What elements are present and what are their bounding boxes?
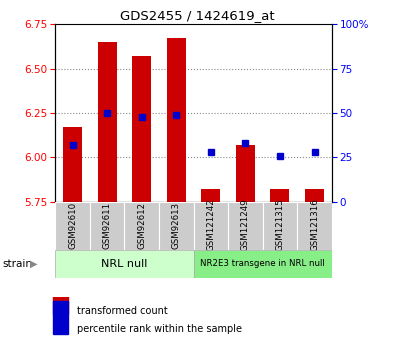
- Bar: [55, 250, 194, 278]
- Text: GSM121249: GSM121249: [241, 199, 250, 251]
- Text: GSM92610: GSM92610: [68, 201, 77, 248]
- Text: transformed count: transformed count: [77, 306, 167, 316]
- Text: GSM121315: GSM121315: [275, 199, 284, 252]
- Bar: [228, 202, 263, 250]
- Bar: [124, 202, 159, 250]
- Bar: [194, 202, 228, 250]
- Text: ▶: ▶: [30, 259, 37, 269]
- Bar: [305, 189, 324, 202]
- Bar: [271, 189, 290, 202]
- Bar: [132, 56, 151, 202]
- Text: percentile rank within the sample: percentile rank within the sample: [77, 324, 242, 334]
- Bar: [167, 38, 186, 202]
- Bar: [263, 202, 297, 250]
- Text: GSM121242: GSM121242: [206, 199, 215, 252]
- Text: NRL null: NRL null: [101, 259, 148, 269]
- Text: GSM121316: GSM121316: [310, 199, 319, 252]
- Bar: [53, 281, 68, 314]
- Bar: [201, 189, 220, 202]
- Bar: [159, 202, 194, 250]
- Text: GDS2455 / 1424619_at: GDS2455 / 1424619_at: [120, 9, 275, 22]
- Bar: [53, 301, 68, 334]
- Bar: [236, 145, 255, 202]
- Text: strain: strain: [2, 259, 32, 269]
- Bar: [297, 202, 332, 250]
- Text: GSM92611: GSM92611: [103, 201, 112, 248]
- Bar: [90, 202, 124, 250]
- Bar: [63, 127, 82, 202]
- Text: NR2E3 transgene in NRL null: NR2E3 transgene in NRL null: [200, 259, 325, 268]
- Text: GSM92612: GSM92612: [137, 201, 146, 248]
- Bar: [98, 42, 117, 202]
- Text: GSM92613: GSM92613: [172, 201, 181, 248]
- Bar: [194, 250, 332, 278]
- Bar: [55, 202, 90, 250]
